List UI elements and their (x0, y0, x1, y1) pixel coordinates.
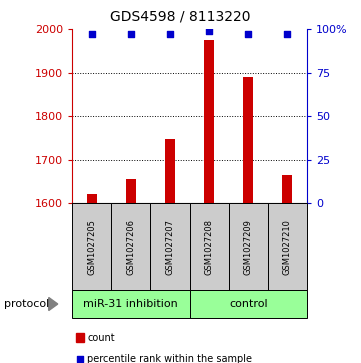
Point (245, 31, 251, 37)
Text: GSM1027209: GSM1027209 (244, 219, 253, 275)
Text: GSM1027207: GSM1027207 (165, 219, 174, 275)
Text: GSM1027210: GSM1027210 (283, 219, 292, 275)
Point (284, 31, 290, 37)
Text: protocol: protocol (4, 299, 49, 309)
Point (167, 31, 173, 37)
Bar (204, 40, 214, 203)
Text: GSM1027208: GSM1027208 (205, 219, 214, 275)
Bar (87, 194, 97, 203)
Bar (243, 77, 253, 203)
Text: miR-31 inhibition: miR-31 inhibition (83, 299, 178, 309)
Bar (126, 179, 136, 203)
Bar (165, 139, 175, 203)
Point (128, 31, 134, 37)
Text: control: control (229, 299, 268, 309)
Bar (282, 175, 292, 203)
Text: GSM1027205: GSM1027205 (87, 219, 96, 275)
Text: count: count (87, 333, 115, 343)
Point (206, 28, 212, 34)
Point (77, 356, 83, 362)
Text: GSM1027206: GSM1027206 (126, 219, 135, 275)
Point (89, 31, 95, 37)
Polygon shape (49, 298, 58, 310)
Text: GDS4598 / 8113220: GDS4598 / 8113220 (110, 9, 251, 23)
Text: percentile rank within the sample: percentile rank within the sample (87, 354, 252, 363)
